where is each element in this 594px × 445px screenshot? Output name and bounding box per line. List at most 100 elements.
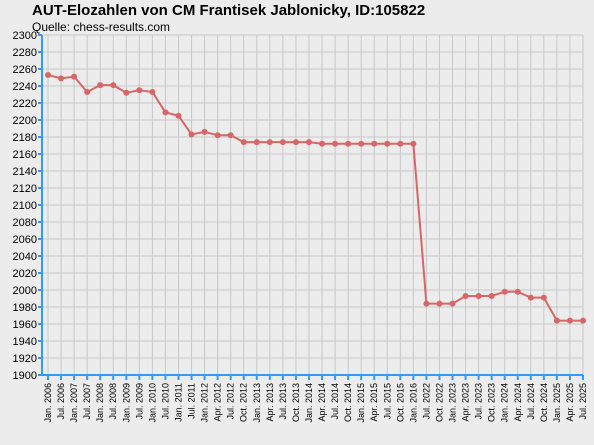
data-point xyxy=(371,140,378,147)
y-tick-label: 2300 xyxy=(13,30,37,42)
data-point xyxy=(423,300,430,307)
y-tick-label: 2200 xyxy=(13,115,37,127)
data-point xyxy=(240,139,247,146)
x-tick-label: Oct. 2024 xyxy=(539,383,549,422)
data-point xyxy=(527,294,534,301)
y-tick-label: 1920 xyxy=(13,353,37,365)
x-tick-label: Jan. 2025 xyxy=(552,383,562,423)
x-tick-label: Jul. 2023 xyxy=(474,383,484,420)
data-point xyxy=(201,128,208,135)
data-point xyxy=(462,292,469,299)
x-tick-label: Oct. 2023 xyxy=(487,383,497,422)
data-point xyxy=(45,71,51,78)
x-tick-label: Jul. 2009 xyxy=(134,383,144,420)
data-point xyxy=(292,139,299,146)
x-tick-label: Jan. 2024 xyxy=(500,383,510,423)
data-point xyxy=(358,140,365,147)
x-tick-label: Jan. 2012 xyxy=(200,383,210,423)
data-point xyxy=(319,140,326,147)
data-point xyxy=(58,75,65,82)
y-tick-label: 1960 xyxy=(13,319,37,331)
data-point xyxy=(136,87,143,94)
y-tick-label: 2180 xyxy=(13,132,37,144)
x-tick-label: Jan. 2007 xyxy=(69,383,79,423)
x-tick-label: Oct. 2022 xyxy=(434,383,444,422)
data-point xyxy=(123,89,130,96)
x-tick-label: Jul. 2012 xyxy=(226,383,236,420)
data-point xyxy=(566,317,573,324)
x-tick-label: Jul. 2013 xyxy=(278,383,288,420)
x-tick-label: Jul. 2024 xyxy=(526,383,536,420)
data-point xyxy=(227,132,234,139)
x-tick-label: Oct. 2013 xyxy=(291,383,301,422)
y-tick-label: 2140 xyxy=(13,166,37,178)
data-point xyxy=(384,140,391,147)
y-tick-label: 2280 xyxy=(13,47,37,59)
data-point xyxy=(501,288,508,295)
x-tick-label: Apr. 2024 xyxy=(513,383,523,422)
x-tick-label: Jul. 2006 xyxy=(56,383,66,420)
y-tick-label: 2240 xyxy=(13,81,37,93)
y-tick-label: 2000 xyxy=(13,285,37,297)
data-point xyxy=(514,288,521,295)
x-tick-label: Oct. 2014 xyxy=(343,383,353,422)
x-tick-label: Apr. 2025 xyxy=(565,383,575,422)
x-tick-label: Jan. 2013 xyxy=(252,383,262,423)
x-tick-label: Jan. 2023 xyxy=(448,383,458,423)
data-point xyxy=(580,317,586,324)
y-tick-label: 2060 xyxy=(13,234,37,246)
data-point xyxy=(540,294,547,301)
x-tick-label: Oct. 2015 xyxy=(395,383,405,422)
data-point xyxy=(397,140,404,147)
x-tick-label: Jul. 2015 xyxy=(382,383,392,420)
x-tick-label: Jul. 2014 xyxy=(330,383,340,420)
x-tick-label: Jan. 2008 xyxy=(95,383,105,423)
data-point xyxy=(410,140,417,147)
data-point xyxy=(110,82,117,89)
x-tick-label: Apr. 2014 xyxy=(317,383,327,422)
x-tick-label: Apr. 2023 xyxy=(461,383,471,422)
y-tick-label: 2220 xyxy=(13,98,37,110)
data-point xyxy=(449,300,456,307)
data-point xyxy=(279,139,286,146)
x-tick-label: Apr. 2013 xyxy=(265,383,275,422)
data-point xyxy=(188,131,195,138)
y-tick-label: 1900 xyxy=(13,370,37,382)
data-point xyxy=(332,140,339,147)
data-point xyxy=(175,112,182,119)
x-tick-label: Apr. 2012 xyxy=(213,383,223,422)
x-tick-label: Jan. 2010 xyxy=(147,383,157,423)
y-tick-label: 2260 xyxy=(13,64,37,76)
chart-title: AUT-Elozahlen von CM Frantisek Jablonick… xyxy=(32,2,426,19)
x-tick-label: Jul. 2008 xyxy=(108,383,118,420)
data-point xyxy=(345,140,352,147)
data-point xyxy=(305,139,312,146)
y-tick-label: 1940 xyxy=(13,336,37,348)
data-point xyxy=(253,139,260,146)
y-tick-label: 2160 xyxy=(13,149,37,161)
x-tick-label: Jan. 2011 xyxy=(173,383,183,422)
data-point xyxy=(214,132,221,139)
x-tick-label: Apr. 2015 xyxy=(369,383,379,422)
x-tick-label: Jul. 2025 xyxy=(578,383,588,420)
data-point xyxy=(553,317,560,324)
data-point xyxy=(162,109,169,116)
x-tick-label: Jan. 2016 xyxy=(408,383,418,423)
y-tick-label: 1980 xyxy=(13,302,37,314)
x-tick-label: Jul. 2010 xyxy=(160,383,170,420)
data-point xyxy=(436,300,443,307)
y-tick-label: 2040 xyxy=(13,251,37,263)
data-point xyxy=(84,88,91,95)
x-tick-label: Jan. 2014 xyxy=(304,383,314,423)
y-tick-label: 2080 xyxy=(13,217,37,229)
y-tick-label: 2120 xyxy=(13,183,37,195)
y-tick-label: 2020 xyxy=(13,268,37,280)
data-point xyxy=(266,139,273,146)
x-tick-label: Oct. 2012 xyxy=(239,383,249,422)
x-tick-label: Jul. 2007 xyxy=(82,383,92,420)
data-point xyxy=(149,88,156,95)
x-tick-label: Jan. 2015 xyxy=(356,383,366,423)
data-point xyxy=(97,82,104,89)
chart-subtitle: Quelle: chess-results.com xyxy=(32,20,171,34)
